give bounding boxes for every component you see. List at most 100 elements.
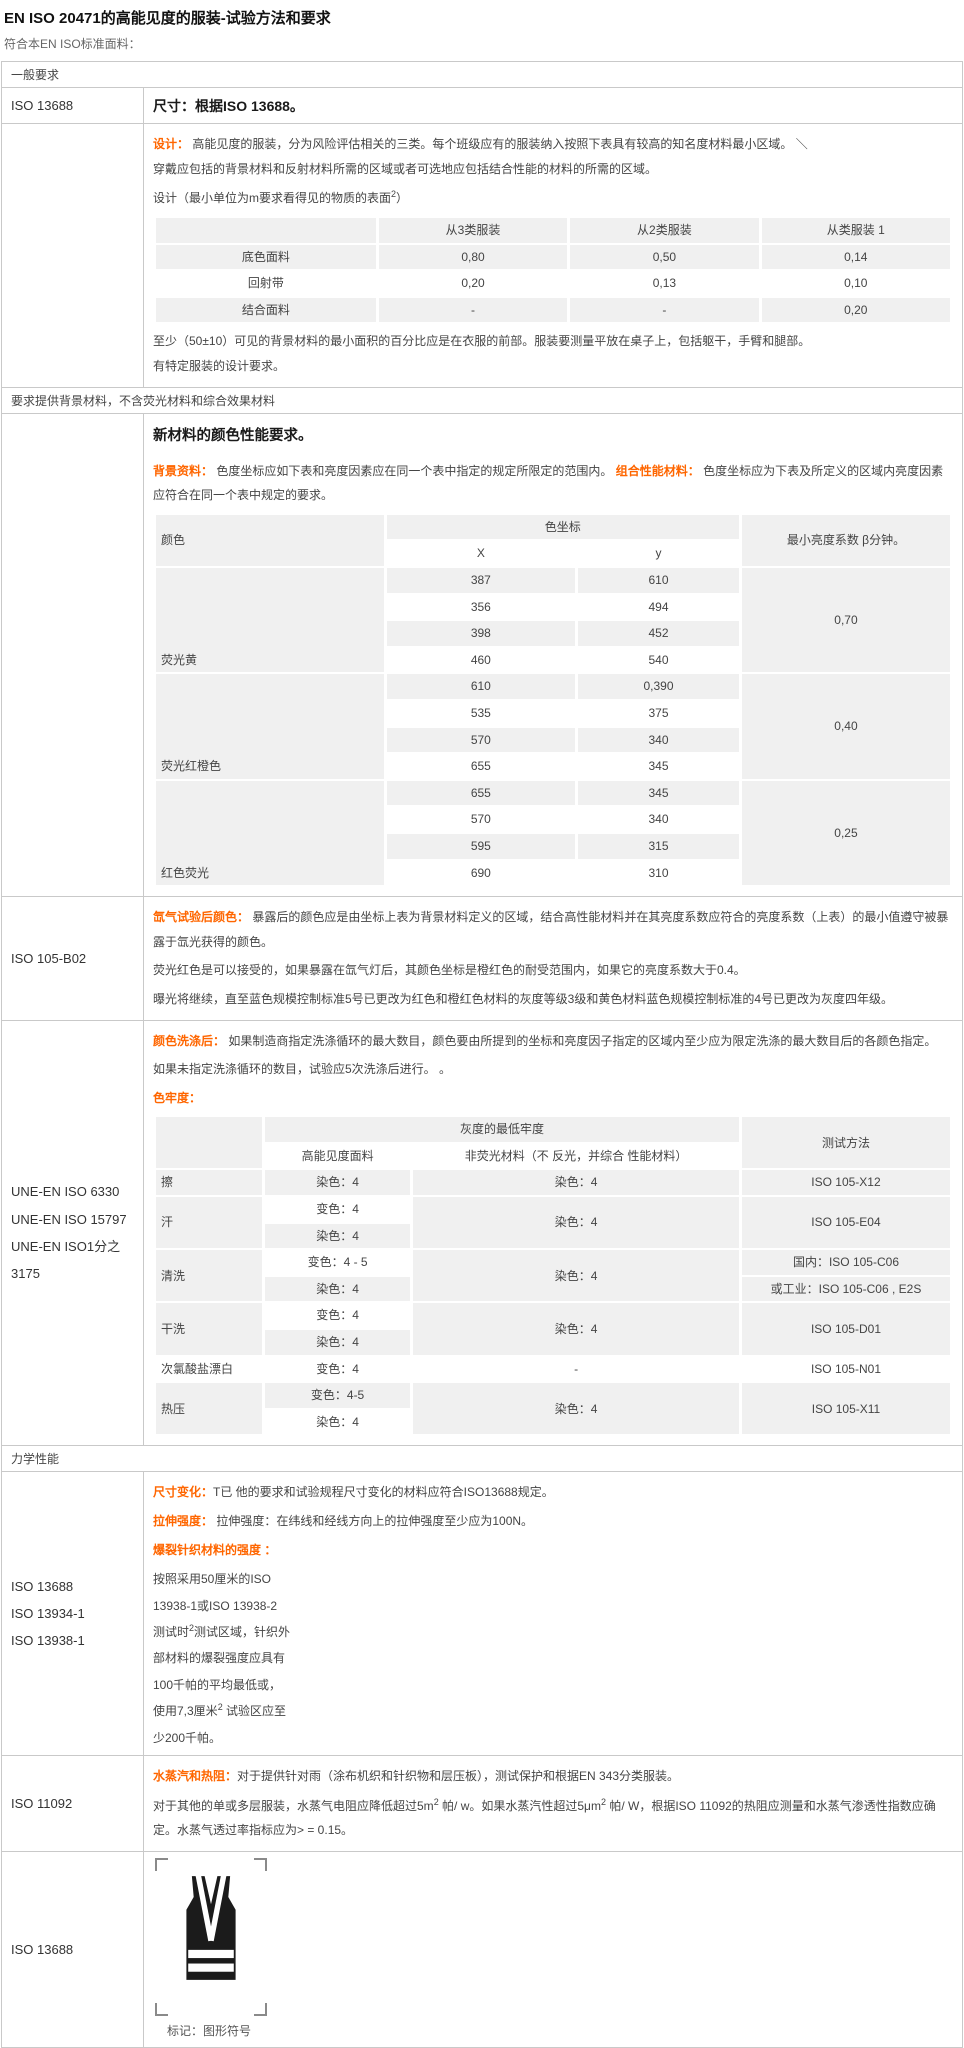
method-value: 或工业：ISO 105-C06 , E2S	[741, 1276, 950, 1302]
color-header-row1: 颜色 色坐标 最小亮度系数 β分钟。	[156, 514, 950, 567]
design-notes: 至少（50±10）可见的背景材料的最小面积的百分比应是在衣服的前部。服装要测量平…	[153, 329, 953, 378]
design-value-cell: -	[378, 297, 568, 323]
y-value: 452	[578, 621, 739, 646]
table-row: 干洗 变色：4 染色：4 ISO 105-D01	[156, 1303, 950, 1355]
design-min-area-table: 从3类服装 从2类服装 从类服装 1 底色面料 0,80 0,50 0,14	[153, 216, 953, 324]
burst-line: 100千帕的平均最低或，	[153, 1677, 282, 1692]
table-row: 570 340	[156, 727, 950, 753]
method-value: ISO 105-E04	[741, 1197, 950, 1249]
x-col-header: X	[476, 546, 485, 561]
standard-line: ISO 13688	[11, 1578, 74, 1594]
nonfluo-value: 染色：4	[413, 1250, 739, 1302]
design-cell: 设计： 高能见度的服装，分为风险评估相关的三类。每个班级应有的服装纳入按照下表具…	[143, 123, 963, 388]
burst-strength-label: 爆裂针织材料的强度 ：	[153, 1542, 277, 1557]
frame-corner-icon	[155, 1857, 168, 1871]
color-performance-cell: 新材料的颜色性能要求。 背景资料： 色度坐标应如下表和亮度因素应在同一个表中指定…	[143, 412, 963, 898]
x-value: 398	[386, 621, 576, 646]
table-row: 底色面料 0,80 0,50 0,14	[156, 244, 950, 270]
table-row: 染色：4 或工业：ISO 105-C06 , E2S	[156, 1276, 950, 1302]
burst-strength-text: 按照采用50厘米的ISO 13938-1或ISO 13938-2 测试时2测试区…	[153, 1566, 368, 1751]
method-value: 国内：ISO 105-C06	[741, 1250, 950, 1275]
fastness-header-row1: 灰度的最低牢度 测试方法	[156, 1117, 950, 1169]
beta-value: 0,70	[741, 568, 950, 673]
standard-label: ISO 13688	[1, 1850, 144, 2048]
design-row-label: 回射带	[247, 276, 284, 291]
fastness-row-label: 热压	[156, 1383, 262, 1435]
frame-corner-icon	[254, 2002, 267, 2016]
hv-value: 染色：4	[264, 1330, 411, 1355]
water-vapour-cell: 水蒸汽和热阻：对于提供针对雨（涂布机织和针织物和层压板），测试保护和根据EN 3…	[143, 1754, 963, 1852]
method-value: ISO 105-X11	[741, 1383, 950, 1435]
design-value-cell: 0,20	[761, 297, 950, 323]
y-value: 315	[578, 833, 739, 859]
table-row: 655 345	[156, 754, 950, 779]
nonfluo-value: 染色：4	[413, 1197, 739, 1249]
burst-line: 13938-1或ISO 13938-2	[153, 1598, 278, 1613]
fastness-corner-cell	[156, 1117, 262, 1169]
burst-line: 使用7,3厘米2 试验区应至	[153, 1702, 287, 1719]
tensile-strength-text: 拉伸强度：在纬线和经线方向上的拉伸强度至少应为100N。	[213, 1514, 534, 1529]
hv-value: 变色：4-5	[264, 1383, 411, 1408]
design-header-class2: 从2类服装	[570, 218, 759, 243]
row-design: 设计： 高能见度的服装，分为风险评估相关的三类。每个班级应有的服装纳入按照下表具…	[1, 123, 963, 388]
requirements-table: 一般要求 ISO 13688 尺寸：根据ISO 13688。 设计： 高能见度的…	[1, 61, 963, 2048]
design-header-row: 从3类服装 从2类服装 从类服装 1	[156, 218, 950, 243]
size-requirement-cell: 尺寸：根据ISO 13688。	[143, 86, 963, 125]
superscript: 2	[189, 1622, 195, 1633]
design-table-title-close: ）	[396, 191, 409, 206]
table-row: 染色：4	[156, 1223, 950, 1249]
nonfluo-value: 染色：4	[413, 1383, 739, 1435]
design-value-cell: 0,20	[461, 276, 485, 291]
design-value-cell: 0,50	[570, 244, 759, 270]
y-value: 494	[648, 599, 669, 614]
size-requirement-text: 尺寸：根据ISO 13688。	[153, 97, 304, 114]
standard-line: ISO 13934-1	[11, 1606, 85, 1622]
nonfluo-value: 染色：4	[413, 1170, 739, 1196]
standard-line: UNE-EN ISO 6330	[11, 1184, 120, 1200]
section-header-general: 一般要求	[1, 61, 963, 88]
y-value: 610	[578, 568, 739, 593]
row-xenon: ISO 105-B02 氙气试验后颜色： 暴露后的颜色应是由坐标上表为背景材料定…	[1, 896, 963, 1021]
color-fastness-table: 灰度的最低牢度 测试方法 高能见度面料 非荧光材料（不 反光，并综合 性能材料）…	[153, 1115, 953, 1436]
method-value: ISO 105-D01	[741, 1303, 950, 1355]
fastness-header-row2: 高能见度面料 非荧光材料（不 反光，并综合 性能材料）	[156, 1144, 950, 1169]
hv-value: 变色：4	[316, 1202, 359, 1217]
fastness-row-label: 干洗	[156, 1303, 262, 1355]
burst-line: 部材料的爆裂强度应具有	[153, 1651, 286, 1666]
design-label: 设计：	[153, 137, 190, 152]
standard-line: UNE-EN ISO1分之3175	[11, 1238, 121, 1282]
x-value: 595	[386, 833, 576, 859]
table-row: 擦 染色：4 染色：4 ISO 105-X12	[156, 1170, 950, 1196]
color-col-header: 颜色	[156, 514, 384, 567]
xenon-cell: 氙气试验后颜色： 暴露后的颜色应是由坐标上表为背景材料定义的区域，结合高性能材料…	[143, 896, 963, 1021]
table-row: 460 540	[156, 648, 950, 673]
frame-corner-icon	[254, 1857, 267, 1871]
x-value: 690	[470, 865, 491, 880]
washing-label: 颜色洗涤后：	[153, 1033, 226, 1048]
design-value-cell: 0,10	[844, 276, 868, 291]
design-value-cell: -	[570, 297, 759, 323]
xenon-label: 氙气试验后颜色：	[153, 910, 250, 925]
method-header: 测试方法	[741, 1117, 950, 1169]
pictogram-frame	[155, 1857, 267, 2016]
dimension-change: 尺寸变化：T已 他的要求和试验规程尺寸变化的材料应符合ISO13688规定。	[153, 1480, 953, 1505]
beta-value: 0,25	[741, 780, 950, 886]
standard-label: ISO 11092	[1, 1754, 144, 1852]
design-header-class3: 从3类服装	[378, 218, 568, 243]
xenon-p1: 氙气试验后颜色： 暴露后的颜色应是由坐标上表为背景材料定义的区域，结合高性能材料…	[153, 905, 953, 954]
design-value-cell: 0,80	[378, 244, 568, 270]
xenon-p2: 荧光红色是可以接受的，如果暴露在氙气灯后，其颜色坐标是橙红色的耐受范围内，如果它…	[153, 963, 746, 978]
standard-line: UNE-EN ISO 15797	[11, 1211, 127, 1227]
hv-value: 变色：4	[316, 1361, 359, 1376]
water-vapour-label: 水蒸汽和热阻：	[153, 1768, 238, 1783]
page-subtitle: 符合本EN ISO标准面料：	[4, 37, 141, 51]
table-row: 690 310	[156, 861, 950, 886]
x-value: 387	[386, 568, 576, 593]
table-row: 清洗 变色：4 - 5 染色：4 国内：ISO 105-C06	[156, 1250, 950, 1302]
standard-label: ISO 13688	[1, 86, 144, 125]
design-row-label: 结合面料	[156, 297, 376, 323]
burst-line: 少200千帕。	[153, 1730, 222, 1745]
table-row: 汗 变色：4 染色：4 ISO 105-E04	[156, 1197, 950, 1249]
row-mechanical: ISO 13688 ISO 13934-1 ISO 13938-1 尺寸变化：T…	[1, 1471, 963, 1756]
table-row: 570 340	[156, 807, 950, 832]
